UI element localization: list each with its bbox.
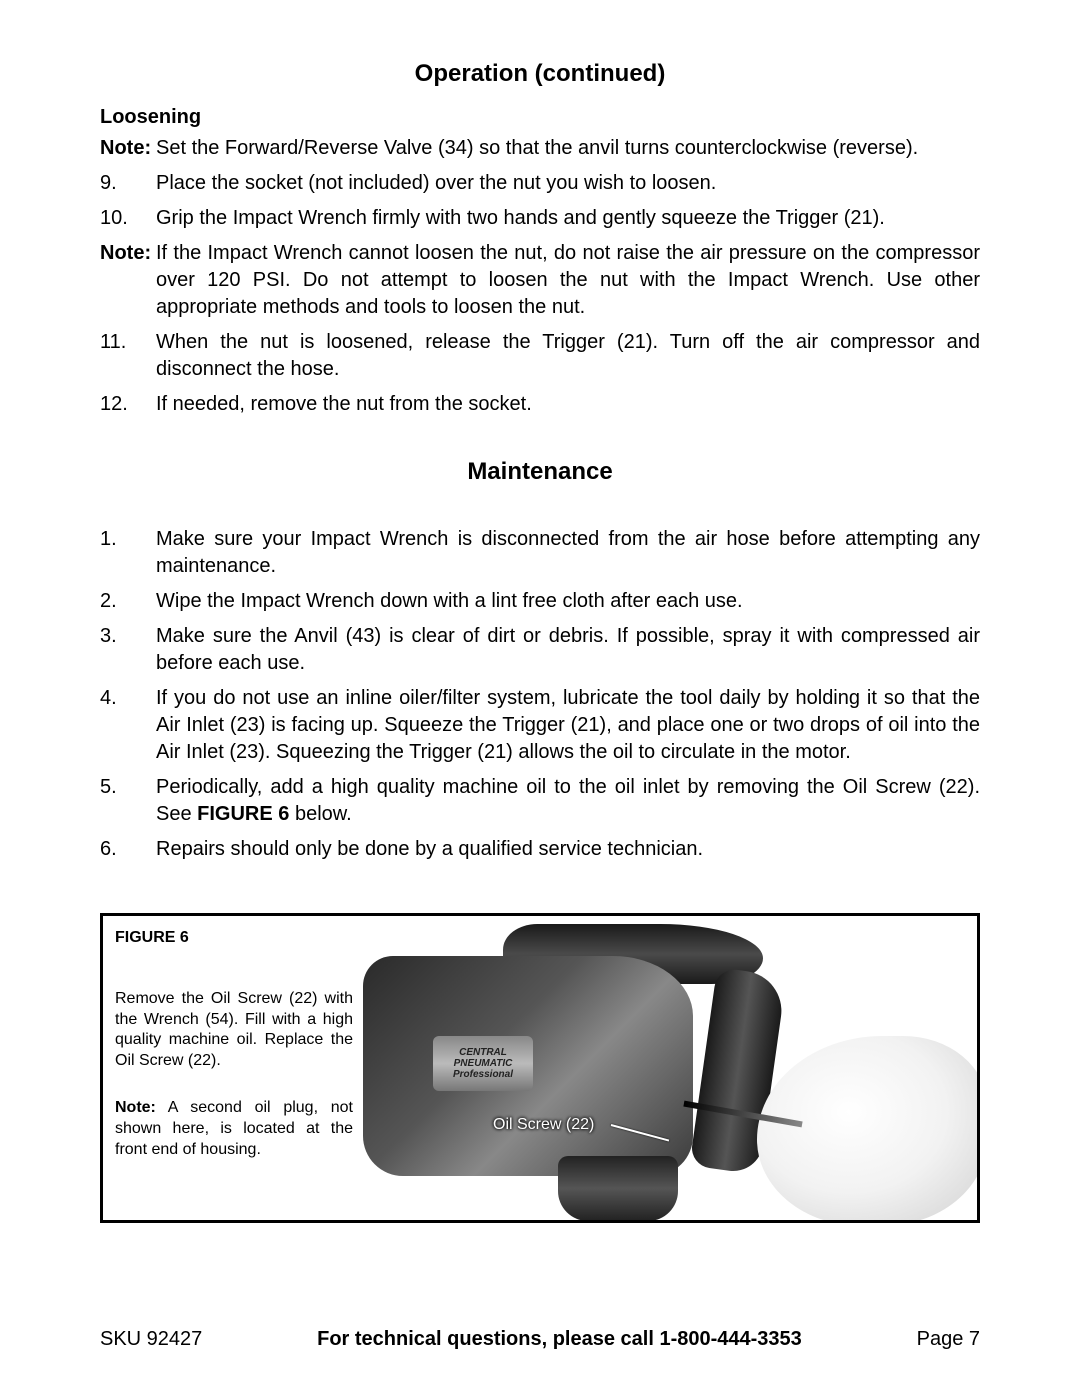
note-label: Note: (100, 135, 156, 162)
footer-sku: SKU 92427 (100, 1328, 202, 1351)
tool-foot (558, 1156, 678, 1221)
item-number: 2. (100, 588, 156, 615)
figure-6-box: FIGURE 6 Remove the Oil Screw (22) with … (100, 913, 980, 1223)
badge-line3: Professional (453, 1069, 513, 1080)
item-number: 11. (100, 329, 156, 383)
item-number: 3. (100, 623, 156, 677)
item-number: 12. (100, 391, 156, 418)
list-item: 2. Wipe the Impact Wrench down with a li… (100, 588, 980, 615)
tool-badge: CENTRAL PNEUMATIC Professional (433, 1036, 533, 1091)
list-item: 1. Make sure your Impact Wrench is disco… (100, 526, 980, 580)
hand (757, 1036, 980, 1223)
item-body: When the nut is loosened, release the Tr… (156, 329, 980, 383)
figure-paragraph: Remove the Oil Screw (22) with the Wrenc… (115, 989, 353, 1072)
note-body: If the Impact Wrench cannot loosen the n… (156, 240, 980, 321)
figure-note-bold: Note: (115, 1099, 156, 1116)
item-body: Make sure the Anvil (43) is clear of dir… (156, 623, 980, 677)
list-item: 4. If you do not use an inline oiler/fil… (100, 685, 980, 766)
maintenance-title: Maintenance (100, 458, 980, 486)
footer-page: Page 7 (917, 1328, 980, 1351)
list-item: 12. If needed, remove the nut from the s… (100, 391, 980, 418)
list-item: 9. Place the socket (not included) over … (100, 170, 980, 197)
loosening-subhead: Loosening (100, 106, 980, 129)
item-body: Make sure your Impact Wrench is disconne… (156, 526, 980, 580)
item-body: Periodically, add a high quality machine… (156, 774, 980, 828)
item-body: Grip the Impact Wrench firmly with two h… (156, 205, 980, 232)
item-number: 10. (100, 205, 156, 232)
item5-text-b: below. (289, 803, 351, 825)
item5-bold: FIGURE 6 (197, 803, 289, 825)
figure-image: CENTRAL PNEUMATIC Professional Oil Screw… (363, 916, 977, 1220)
item-body: If needed, remove the nut from the socke… (156, 391, 980, 418)
item-number: 5. (100, 774, 156, 828)
note-row: Note: If the Impact Wrench cannot loosen… (100, 240, 980, 321)
item-body: If you do not use an inline oiler/filter… (156, 685, 980, 766)
note-row: Note: Set the Forward/Reverse Valve (34)… (100, 135, 980, 162)
page-footer: SKU 92427 For technical questions, pleas… (100, 1328, 980, 1351)
item-body: Place the socket (not included) over the… (156, 170, 980, 197)
page-title: Operation (continued) (100, 60, 980, 88)
list-item: 11. When the nut is loosened, release th… (100, 329, 980, 383)
item-number: 4. (100, 685, 156, 766)
oil-screw-callout: Oil Screw (22) (493, 1116, 594, 1134)
list-item: 5. Periodically, add a high quality mach… (100, 774, 980, 828)
item-body: Wipe the Impact Wrench down with a lint … (156, 588, 980, 615)
list-item: 10. Grip the Impact Wrench firmly with t… (100, 205, 980, 232)
figure-text-column: FIGURE 6 Remove the Oil Screw (22) with … (103, 916, 363, 1220)
note-label: Note: (100, 240, 156, 321)
list-item: 3. Make sure the Anvil (43) is clear of … (100, 623, 980, 677)
note-body: Set the Forward/Reverse Valve (34) so th… (156, 135, 980, 162)
badge-line1: CENTRAL (459, 1047, 507, 1058)
item-number: 6. (100, 836, 156, 863)
footer-phone: For technical questions, please call 1-8… (202, 1328, 916, 1351)
item-number: 1. (100, 526, 156, 580)
item-number: 9. (100, 170, 156, 197)
list-item: 6. Repairs should only be done by a qual… (100, 836, 980, 863)
badge-line2: PNEUMATIC (454, 1058, 513, 1069)
item-body: Repairs should only be done by a qualifi… (156, 836, 980, 863)
figure-label: FIGURE 6 (115, 928, 353, 949)
figure-note: Note: A second oil plug, not shown here,… (115, 1098, 353, 1160)
